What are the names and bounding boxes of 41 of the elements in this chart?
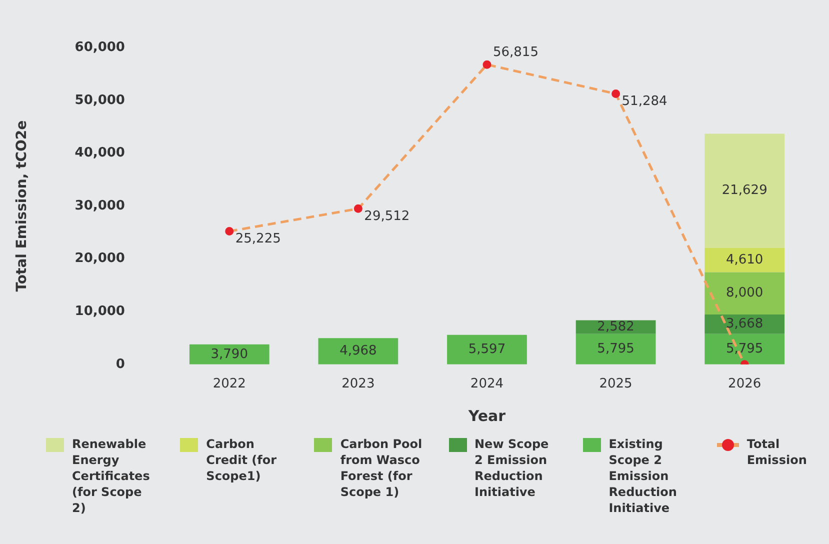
legend-label: New Scope 2 Emission Reduction Initiative: [474, 436, 550, 500]
data-label: 29,512: [364, 209, 410, 224]
bar: [704, 248, 785, 272]
legend-label: Total Emission: [746, 436, 808, 468]
legend-label: Carbon Credit (for Scope1): [206, 436, 278, 484]
bar: [318, 338, 398, 364]
x-tick-label: 2026: [728, 376, 762, 392]
data-label: 3,668: [726, 316, 764, 332]
data-label: 51,284: [622, 94, 668, 110]
legend-label: Renewable Energy Certificates (for Scope 2): [72, 436, 151, 516]
y-axis-title: Total Emission, tCO2e: [14, 120, 30, 292]
data-label: 56,815: [492, 44, 538, 60]
data-label: 8,000: [726, 286, 764, 301]
y-tick-label: 30,000: [74, 198, 125, 214]
data-label: 3,790: [210, 346, 248, 362]
x-tick-label: 2022: [212, 376, 246, 392]
y-tick-label: 0: [116, 356, 125, 372]
x-axis-title: Year: [467, 406, 506, 425]
data-label: 2,582: [597, 319, 634, 334]
data-label: 21,629: [722, 183, 768, 198]
y-tick-label: 20,000: [74, 251, 125, 266]
data-label: 25,225: [235, 232, 281, 247]
legend-label: Carbon Pool from Wasco Forest (for Scope 1): [340, 436, 424, 500]
y-tick-label: 10,000: [74, 304, 125, 320]
y-tick-label: 40,000: [74, 146, 125, 161]
data-label: 5,795: [726, 341, 764, 356]
x-tick-label: 2023: [342, 376, 375, 392]
bar: [447, 334, 527, 364]
data-label: 5,795: [597, 341, 634, 356]
bar: [704, 334, 785, 364]
bar: [704, 134, 785, 248]
data-label: 5,597: [468, 342, 506, 358]
x-tick-label: 2025: [599, 376, 632, 392]
data-label: 4,610: [726, 252, 764, 268]
y-tick-label: 50,000: [74, 92, 125, 108]
bar: [704, 272, 785, 314]
bar: [576, 334, 656, 364]
x-tick-label: 2024: [470, 376, 504, 392]
legend-label: Existing Scope 2 Emission Reduction Initiative: [608, 436, 678, 516]
y-tick-label: 60,000: [74, 40, 125, 56]
data-label: 4,968: [340, 344, 377, 359]
